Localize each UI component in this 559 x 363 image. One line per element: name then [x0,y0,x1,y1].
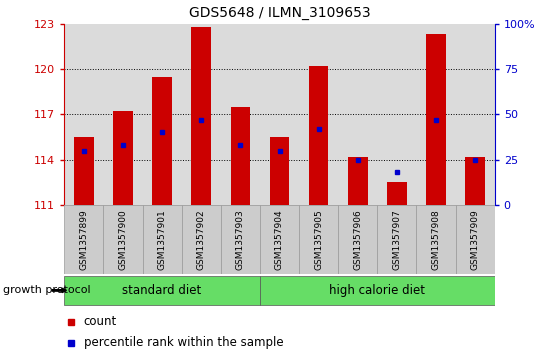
Bar [466,157,485,205]
Bar [416,205,456,274]
Text: growth protocol: growth protocol [3,285,91,295]
Bar [143,24,182,205]
Bar [456,205,495,274]
Bar [338,24,377,205]
Text: count: count [84,315,117,328]
Text: GSM1357901: GSM1357901 [158,209,167,270]
Text: GSM1357904: GSM1357904 [275,209,284,270]
Bar [221,24,260,205]
Text: standard diet: standard diet [122,284,202,297]
Bar [64,24,103,205]
Bar [377,24,416,205]
Bar [113,111,133,205]
Bar [377,205,416,274]
Bar [192,26,211,205]
Bar [64,205,103,274]
Text: GSM1357902: GSM1357902 [197,209,206,270]
Text: high calorie diet: high calorie diet [329,284,425,297]
Title: GDS5648 / ILMN_3109653: GDS5648 / ILMN_3109653 [189,6,370,20]
Bar [309,66,329,205]
Text: GSM1357905: GSM1357905 [314,209,323,270]
Bar [103,205,143,274]
Text: GSM1357908: GSM1357908 [432,209,440,270]
Bar [270,137,290,205]
Bar [348,157,368,205]
Bar [427,34,446,205]
Text: GSM1357906: GSM1357906 [353,209,362,270]
Text: GSM1357900: GSM1357900 [119,209,127,270]
Bar [182,205,221,274]
Text: GSM1357909: GSM1357909 [471,209,480,270]
Text: GSM1357907: GSM1357907 [392,209,401,270]
Bar [182,24,221,205]
Bar [64,276,260,305]
Bar [221,205,260,274]
Bar [387,183,407,205]
Bar [299,205,338,274]
Bar [103,24,143,205]
Bar [260,205,299,274]
Bar [74,137,93,205]
Bar [231,107,250,205]
Bar [456,24,495,205]
Bar [416,24,456,205]
Bar [152,77,172,205]
Bar [260,276,495,305]
Bar [338,205,377,274]
Text: percentile rank within the sample: percentile rank within the sample [84,336,283,349]
Bar [299,24,338,205]
Text: GSM1357903: GSM1357903 [236,209,245,270]
Text: GSM1357899: GSM1357899 [79,209,88,270]
Bar [143,205,182,274]
Bar [260,24,299,205]
